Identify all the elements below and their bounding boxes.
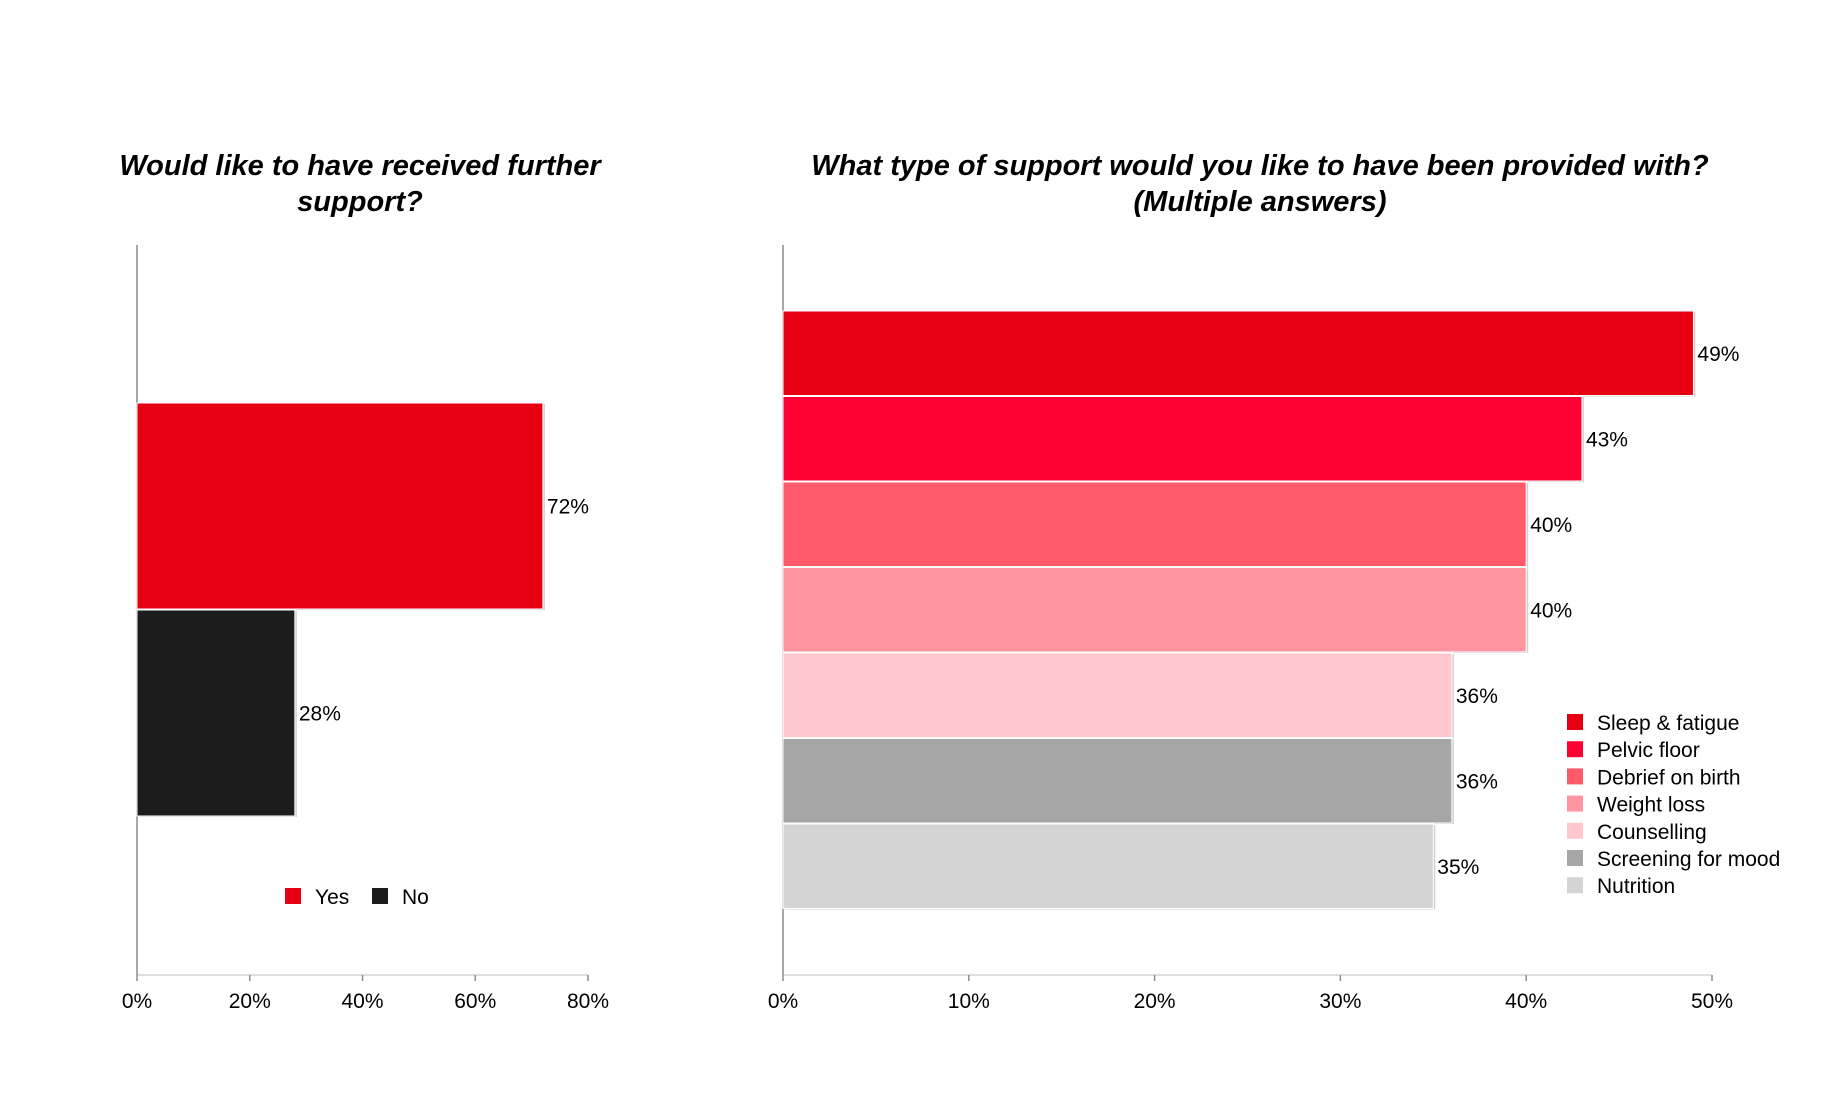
x-tick-label: 30%	[1319, 990, 1361, 1013]
bar-value-label: 40%	[1530, 599, 1572, 622]
legend-label: Nutrition	[1597, 875, 1675, 898]
right-chart-title-line-2: (Multiple answers)	[1133, 186, 1387, 218]
legend-label: Screening for mood	[1597, 848, 1780, 871]
legend-swatch	[1567, 850, 1583, 866]
bar	[782, 396, 1583, 482]
legend-swatch	[1567, 714, 1583, 730]
x-tick-label: 10%	[948, 990, 990, 1013]
x-tick-label: 40%	[1505, 990, 1547, 1013]
legend-swatch	[1567, 877, 1583, 894]
bar	[782, 567, 1527, 653]
legend-swatch	[1567, 822, 1583, 839]
legend-swatch	[1567, 741, 1583, 758]
legend-label: Yes	[315, 886, 349, 909]
x-tick-label: 0%	[768, 990, 798, 1013]
x-tick-label: 50%	[1691, 990, 1733, 1013]
x-tick-label: 0%	[122, 990, 152, 1013]
bar-value-label: 72%	[547, 496, 589, 519]
bar-value-label: 49%	[1697, 343, 1739, 366]
legend-label: Pelvic floor	[1597, 739, 1700, 762]
right-chart-title: What type of support would you like to h…	[740, 148, 1780, 220]
bar-value-label: 40%	[1530, 514, 1572, 537]
left-chart-title-text: Would like to have received further supp…	[119, 150, 601, 218]
legend-label: Debrief on birth	[1597, 766, 1741, 789]
x-tick-label: 40%	[341, 990, 383, 1013]
bar-value-label: 28%	[299, 703, 341, 726]
bar-value-label: 36%	[1456, 685, 1498, 708]
legend-swatch	[1567, 795, 1583, 812]
legend-label: Sleep & fatigue	[1597, 712, 1739, 735]
bar-value-label: 43%	[1586, 428, 1628, 451]
bar	[136, 609, 296, 817]
x-tick-label: 20%	[229, 990, 271, 1013]
bar	[136, 402, 544, 610]
bar	[782, 738, 1453, 824]
legend-label: Weight loss	[1597, 794, 1705, 817]
x-tick-label: 80%	[567, 990, 609, 1013]
right-chart-title-line-1: What type of support would you like to h…	[811, 150, 1709, 182]
x-tick-label: 20%	[1134, 990, 1176, 1013]
bar	[782, 652, 1453, 738]
bar-value-label: 36%	[1456, 770, 1498, 793]
bar-value-label: 35%	[1437, 856, 1479, 879]
bar	[782, 823, 1434, 909]
bar	[782, 481, 1527, 567]
bar	[782, 310, 1694, 396]
x-tick-label: 60%	[454, 990, 496, 1013]
left-chart-title: Would like to have received further supp…	[60, 148, 660, 220]
legend-swatch	[285, 888, 301, 904]
legend-label: Counselling	[1597, 821, 1707, 844]
legend-swatch	[1567, 768, 1583, 785]
legend-swatch	[372, 888, 388, 904]
legend-label: No	[402, 886, 429, 909]
